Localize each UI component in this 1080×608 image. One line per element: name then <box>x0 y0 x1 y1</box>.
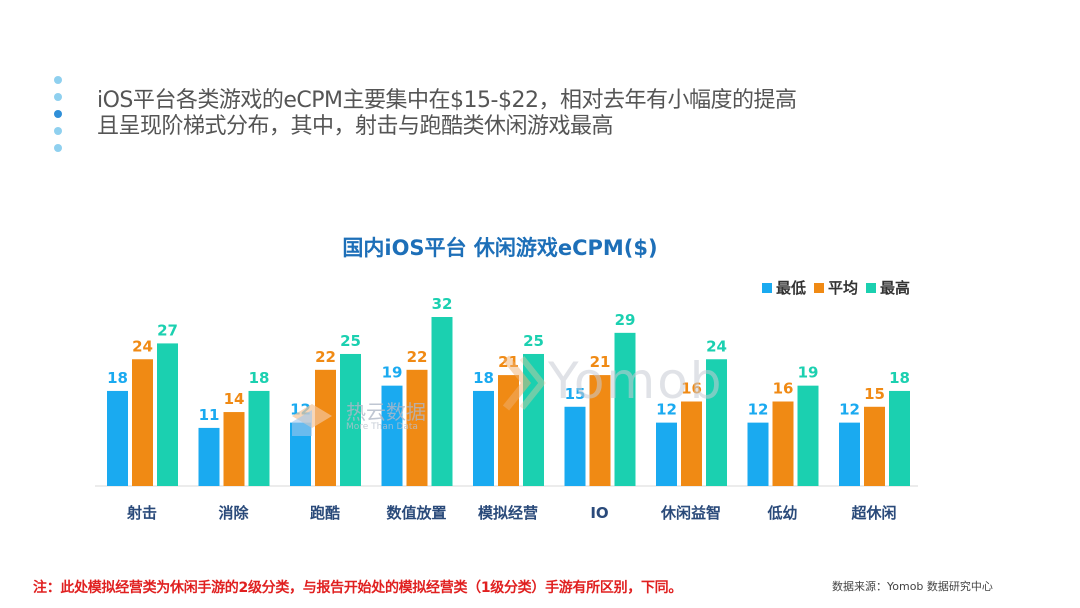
bar-low <box>747 422 769 486</box>
bar-high <box>614 332 636 486</box>
legend-label-avg: 平均 <box>828 279 859 297</box>
data-label: 15 <box>864 385 885 403</box>
legend-label-high: 最高 <box>880 279 911 297</box>
data-label: 25 <box>523 332 544 350</box>
data-label: 18 <box>889 369 910 387</box>
bullet-dots <box>54 76 64 161</box>
category-label: 低幼 <box>766 504 797 522</box>
data-label: 32 <box>432 295 453 313</box>
chart-title: 国内iOS平台 休闲游戏eCPM($) <box>342 236 658 260</box>
legend-item-high: 最高 <box>866 277 910 298</box>
data-label: 25 <box>340 332 361 350</box>
data-label: 16 <box>681 380 702 398</box>
bar-high <box>340 353 361 486</box>
bar-high <box>157 343 178 486</box>
category-label: 消除 <box>218 504 249 522</box>
bar-avg <box>132 359 153 486</box>
data-label: 12 <box>656 401 677 419</box>
headline: iOS平台各类游戏的eCPM主要集中在$15-$22，相对去年有小幅度的提高 且… <box>97 88 857 140</box>
legend-item-avg: 平均 <box>814 277 858 298</box>
data-label: 12 <box>839 401 860 419</box>
data-label: 18 <box>107 369 128 387</box>
bar-low <box>198 427 220 486</box>
bar-high <box>889 390 910 486</box>
data-label: 27 <box>157 321 178 339</box>
category-label: 跑酷 <box>310 504 340 522</box>
bar-avg <box>864 406 885 486</box>
data-label: 19 <box>798 364 819 382</box>
data-label: 19 <box>382 364 403 382</box>
footnote: 注：此处模拟经营类为休闲手游的2级分类，与报告开始处的模拟经营类（1级分类）手游… <box>33 580 683 596</box>
data-label: 24 <box>706 337 727 355</box>
bullet-dot-active <box>54 110 62 118</box>
data-label: 14 <box>224 390 245 408</box>
bar-low <box>473 390 494 486</box>
data-label: 22 <box>315 348 336 366</box>
legend-item-low: 最低 <box>762 277 806 298</box>
bar-low <box>107 390 128 486</box>
bar-avg <box>406 369 428 486</box>
bar-low <box>290 422 311 486</box>
data-label: 24 <box>132 337 153 355</box>
data-label: 18 <box>473 369 494 387</box>
bar-avg <box>681 401 702 486</box>
data-label: 12 <box>290 401 311 419</box>
bar-low <box>839 422 860 486</box>
bar-high <box>431 317 453 486</box>
category-label: 射击 <box>126 504 157 522</box>
source-note: 数据来源：Yomob 数据研究中心 <box>832 580 993 593</box>
category-label: 超休闲 <box>850 504 896 522</box>
category-label: IO <box>590 504 608 522</box>
bar-high <box>797 385 819 486</box>
bar-avg <box>498 375 519 486</box>
data-label: 12 <box>748 401 769 419</box>
data-label: 21 <box>590 353 611 371</box>
legend-label-low: 最低 <box>776 279 807 297</box>
data-label: 11 <box>199 406 220 424</box>
category-label: 休闲益智 <box>660 504 721 522</box>
bar-avg <box>772 401 794 486</box>
data-label: 18 <box>249 369 270 387</box>
bar-high <box>706 359 727 486</box>
data-label: 29 <box>615 311 636 329</box>
data-label: 15 <box>565 385 586 403</box>
bar-low <box>656 422 677 486</box>
chart-legend: 最低 平均 最高 <box>762 277 918 298</box>
bar-high <box>523 353 544 486</box>
bar-low <box>381 385 403 486</box>
bullet-dot <box>54 93 62 101</box>
bar-avg <box>315 369 336 486</box>
headline-line1: iOS平台各类游戏的eCPM主要集中在$15-$22，相对去年有小幅度的提高 <box>97 88 797 113</box>
bar-avg <box>589 375 611 486</box>
bar-low <box>564 406 586 486</box>
category-label: 数值放置 <box>386 504 446 522</box>
bar-avg <box>223 412 245 486</box>
category-label: 模拟经营 <box>478 504 538 522</box>
legend-swatch-high <box>866 282 877 293</box>
data-label: 22 <box>407 348 428 366</box>
bullet-dot <box>54 127 62 135</box>
headline-line2: 且呈现阶梯式分布，其中，射击与跑酷类休闲游戏最高 <box>97 114 614 139</box>
legend-swatch-low <box>762 282 772 293</box>
legend-swatch-avg <box>814 282 825 293</box>
bullet-dot <box>54 144 62 152</box>
bullet-dot <box>54 76 62 84</box>
data-label: 16 <box>773 380 794 398</box>
data-label: 21 <box>498 353 519 371</box>
bar-high <box>248 390 270 486</box>
